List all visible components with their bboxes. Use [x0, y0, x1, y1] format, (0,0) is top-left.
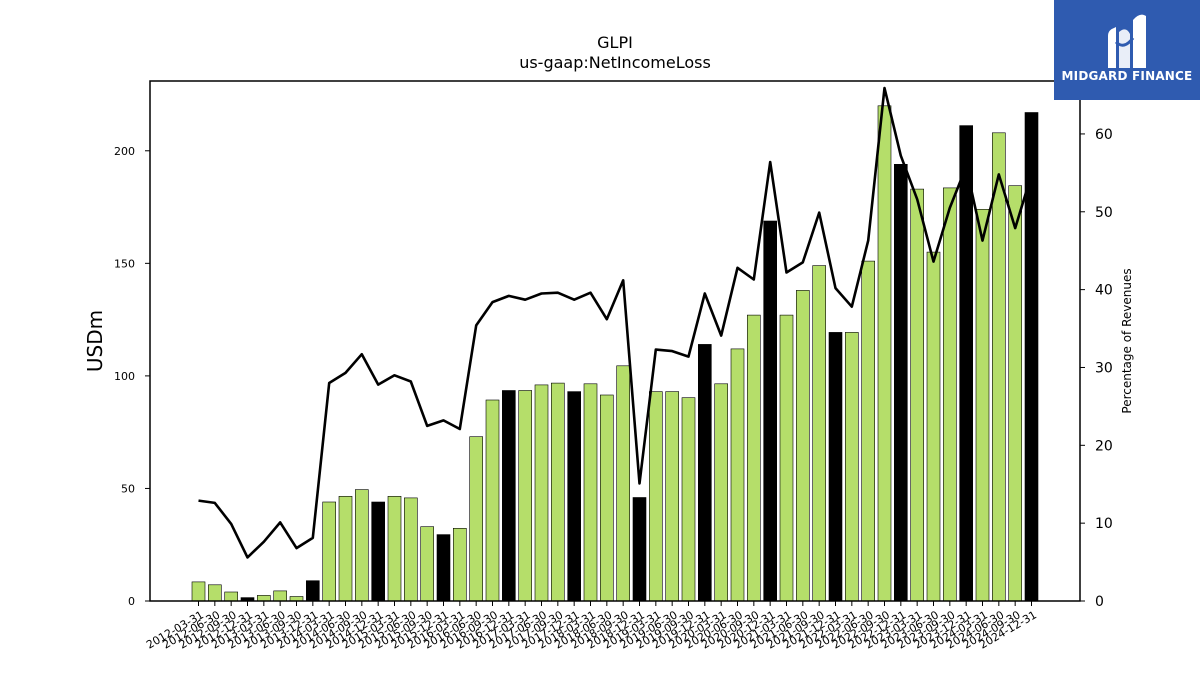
right-axis: 0 10 20 30 40 50 60 — [1080, 127, 1113, 610]
bar-2021-03-31 — [779, 314, 794, 602]
bar-2016-06-30 — [469, 436, 484, 602]
x-axis: 2012-03-312012-06-302012-09-302012-12-31… — [144, 601, 1039, 652]
bar-2021-09-30 — [812, 265, 827, 602]
bar-2023-06-30 — [926, 251, 941, 602]
bar-2015-09-30 — [420, 526, 435, 602]
y2-tick-label-20: 20 — [1095, 438, 1113, 454]
y-tick-label-200: 200 — [114, 145, 135, 158]
bar-2016-09-30 — [485, 399, 500, 602]
bar-2015-12-31 — [436, 534, 451, 602]
y2-tick-label-40: 40 — [1095, 283, 1113, 299]
y2-tick-label-60: 60 — [1095, 127, 1113, 143]
bar-2014-09-30 — [354, 489, 369, 602]
y-tick-label-100: 100 — [114, 370, 135, 383]
bar-2017-03-31 — [518, 390, 533, 602]
bar-2023-03-31 — [910, 188, 925, 602]
bar-2012-09-30 — [224, 591, 238, 602]
bar-2012-03-31 — [191, 581, 206, 602]
y-tick-label-0: 0 — [128, 595, 135, 608]
bar-2020-12-31 — [763, 220, 778, 602]
line-series — [198, 86, 1033, 559]
y2-axis-label: Percentage of Revenues — [1120, 268, 1134, 413]
bar-2014-03-31 — [322, 501, 337, 602]
bar-2017-09-30 — [550, 382, 565, 602]
y2-tick-label-10: 10 — [1095, 516, 1113, 532]
y-tick-label-50: 50 — [121, 482, 135, 495]
bar-2013-03-31 — [256, 595, 271, 602]
bar-2018-06-30 — [599, 394, 614, 602]
bar-2019-06-30 — [665, 391, 680, 602]
y-tick-label-150: 150 — [114, 257, 135, 270]
bar-2017-06-30 — [534, 384, 549, 602]
bar-2022-12-31 — [893, 164, 908, 602]
chart-subtitle: us-gaap:NetIncomeLoss — [519, 53, 711, 72]
y2-tick-label-50: 50 — [1095, 205, 1113, 221]
chart-title: GLPI — [597, 33, 633, 52]
y2-tick-label-30: 30 — [1095, 360, 1113, 376]
bar-2024-06-30 — [991, 132, 1006, 602]
bar-2019-09-30 — [681, 397, 696, 602]
bar-2018-09-30 — [616, 365, 631, 602]
bar-2020-09-30 — [746, 314, 761, 602]
bar-2023-12-31 — [959, 125, 974, 602]
bar-2019-03-31 — [648, 391, 663, 602]
bar-2022-09-30 — [877, 105, 892, 602]
bar-2017-12-31 — [567, 391, 582, 602]
bar-2018-12-31 — [632, 497, 647, 602]
bar-2024-03-31 — [975, 209, 990, 602]
bar-2022-03-31 — [844, 332, 859, 602]
bar-2020-03-31 — [714, 383, 729, 602]
bar-2015-06-30 — [403, 497, 418, 602]
bar-2019-12-31 — [697, 344, 712, 602]
bar-2021-12-31 — [828, 332, 843, 602]
bar-2013-12-31 — [305, 580, 320, 602]
bar-2014-12-31 — [371, 501, 386, 602]
bar-2024-09-30 — [1008, 185, 1023, 602]
pct-revenue-line — [198, 86, 1033, 559]
bar-2018-03-31 — [583, 383, 598, 602]
bar-2014-06-30 — [338, 495, 353, 602]
y-axis-label: USDm — [83, 310, 107, 372]
bar-2020-06-30 — [730, 348, 745, 602]
brand-logo: MIDGARD FINANCE — [1054, 0, 1200, 100]
y2-tick-label-0: 0 — [1095, 594, 1104, 610]
bar-2016-03-31 — [452, 527, 467, 602]
bar-2023-09-30 — [942, 187, 957, 602]
plot-frame — [149, 80, 1081, 602]
bar-series — [191, 105, 1039, 602]
bar-2012-06-30 — [208, 584, 222, 602]
left-axis: 0 50 100 150 200 — [114, 145, 150, 608]
bar-2016-12-31 — [501, 390, 516, 602]
midgard-logo-icon — [1108, 14, 1146, 69]
logo-text: MIDGARD FINANCE — [1061, 69, 1193, 83]
bar-2021-06-30 — [795, 290, 810, 602]
bar-2022-06-30 — [861, 260, 876, 602]
bar-2015-03-31 — [387, 495, 402, 602]
bar-2013-06-30 — [273, 590, 288, 602]
